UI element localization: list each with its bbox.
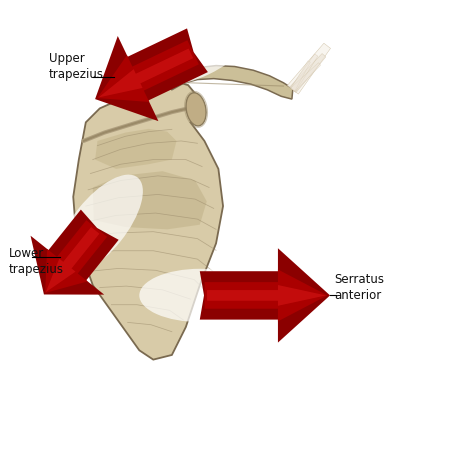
Polygon shape [97,40,199,102]
Polygon shape [93,171,207,229]
Polygon shape [291,61,310,91]
Polygon shape [290,53,326,93]
Ellipse shape [186,93,206,126]
Polygon shape [95,129,176,169]
Polygon shape [45,220,107,293]
Polygon shape [207,285,326,306]
Ellipse shape [139,269,260,322]
Polygon shape [166,66,293,99]
Text: Upper
trapezius: Upper trapezius [49,52,104,81]
Polygon shape [142,69,173,91]
Polygon shape [200,248,330,343]
Polygon shape [46,227,100,292]
Polygon shape [30,210,118,295]
Polygon shape [205,270,328,322]
Ellipse shape [56,175,143,275]
Polygon shape [287,43,330,94]
Polygon shape [95,29,208,121]
Text: Lower
trapezius: Lower trapezius [9,248,64,277]
Polygon shape [290,54,318,92]
Polygon shape [73,80,223,359]
Text: Serratus
anterior: Serratus anterior [335,273,385,302]
Ellipse shape [142,15,253,86]
Polygon shape [99,49,193,97]
Polygon shape [291,63,321,92]
